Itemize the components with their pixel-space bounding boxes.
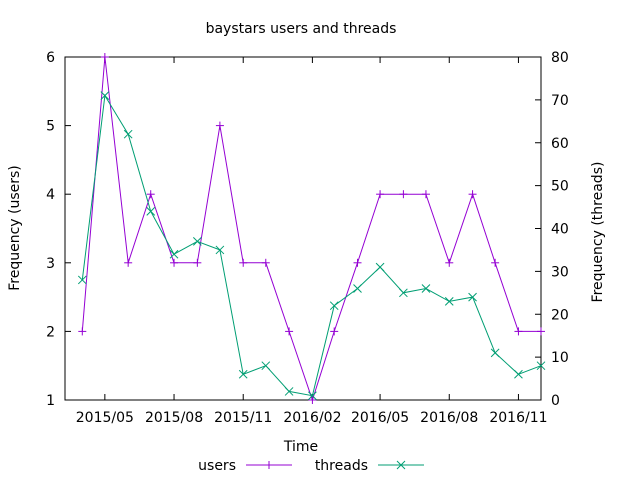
data-point-users bbox=[537, 327, 545, 336]
y-axis-label-right: Frequency (threads) bbox=[590, 162, 606, 303]
data-point-threads bbox=[192, 237, 202, 246]
data-point-users bbox=[445, 258, 454, 267]
series-users bbox=[78, 53, 545, 404]
data-point-threads bbox=[284, 387, 294, 396]
y-tick-label-left: 6 bbox=[46, 50, 55, 66]
data-point-threads bbox=[536, 361, 546, 371]
y-tick-label-right: 60 bbox=[551, 136, 569, 152]
data-point-users bbox=[100, 53, 109, 61]
data-point-threads bbox=[77, 275, 87, 285]
data-point-users bbox=[215, 121, 224, 130]
data-point-threads bbox=[444, 297, 454, 306]
legend: users threads bbox=[198, 458, 424, 474]
legend-label-users: users bbox=[198, 458, 236, 474]
y-tick-label-left: 3 bbox=[46, 256, 55, 272]
y-tick-label-right: 50 bbox=[551, 179, 569, 195]
x-tick-label: 2016/11 bbox=[489, 410, 547, 426]
data-point-users bbox=[170, 258, 179, 267]
x-tick-label: 2015/08 bbox=[145, 410, 203, 426]
y-axis-label-left: Frequency (users) bbox=[7, 165, 23, 291]
data-point-threads bbox=[375, 262, 385, 272]
y-tick-label-left: 4 bbox=[46, 187, 55, 203]
data-point-threads bbox=[421, 284, 431, 293]
y-tick-label-right: 70 bbox=[551, 93, 569, 109]
y-tick-label-right: 0 bbox=[551, 393, 560, 409]
data-point-users bbox=[399, 190, 408, 199]
data-point-threads bbox=[468, 292, 477, 302]
data-point-threads bbox=[353, 284, 362, 293]
data-point-threads bbox=[514, 369, 523, 379]
data-point-users bbox=[239, 258, 248, 267]
data-point-threads bbox=[146, 206, 156, 216]
data-point-users bbox=[146, 190, 155, 199]
y-tick-label-left: 1 bbox=[46, 393, 55, 409]
data-point-users bbox=[285, 327, 294, 336]
series-line-threads bbox=[81, 94, 542, 397]
data-point-users bbox=[421, 190, 430, 199]
x-tick-label: 2015/11 bbox=[214, 410, 272, 426]
legend-marker-users bbox=[265, 461, 273, 469]
y-tick-label-right: 10 bbox=[551, 350, 569, 366]
y-tick-label-right: 80 bbox=[551, 50, 569, 66]
x-tick-label: 2015/05 bbox=[76, 410, 134, 426]
data-point-threads bbox=[399, 288, 408, 298]
data-point-users bbox=[353, 258, 362, 267]
y-tick-label-left: 5 bbox=[46, 119, 55, 135]
data-point-threads bbox=[123, 129, 133, 139]
plot-frame bbox=[64, 56, 542, 401]
x-axis-label: Time bbox=[283, 439, 318, 455]
data-point-users bbox=[491, 258, 500, 267]
data-point-threads bbox=[238, 369, 248, 379]
y-tick-label-right: 30 bbox=[551, 264, 569, 280]
data-point-threads bbox=[169, 249, 179, 259]
data-point-users bbox=[376, 190, 385, 199]
data-point-threads bbox=[308, 391, 317, 401]
data-point-users bbox=[124, 258, 133, 267]
data-point-threads bbox=[490, 348, 500, 358]
legend-label-threads: threads bbox=[315, 458, 368, 474]
x-tick-label: 2016/08 bbox=[420, 410, 478, 426]
data-point-threads bbox=[329, 301, 339, 311]
data-point-users bbox=[193, 258, 202, 267]
chart-title: baystars users and threads bbox=[206, 21, 397, 37]
data-point-users bbox=[261, 258, 270, 267]
data-point-users bbox=[308, 396, 317, 404]
data-point-users bbox=[78, 327, 87, 336]
y-tick-label-right: 40 bbox=[551, 222, 569, 238]
data-point-users bbox=[468, 190, 477, 199]
data-point-users bbox=[330, 327, 339, 336]
series-threads bbox=[77, 91, 546, 401]
data-point-threads bbox=[261, 361, 271, 371]
data-point-threads bbox=[215, 245, 225, 255]
y-tick-label-left: 2 bbox=[46, 324, 55, 340]
legend-marker-threads bbox=[396, 460, 406, 470]
y-tick-label-right: 20 bbox=[551, 307, 569, 323]
data-point-users bbox=[514, 327, 523, 336]
x-tick-label: 2016/02 bbox=[283, 410, 341, 426]
x-tick-label: 2016/05 bbox=[351, 410, 409, 426]
series-line-users bbox=[81, 56, 541, 402]
data-point-threads bbox=[100, 91, 110, 100]
